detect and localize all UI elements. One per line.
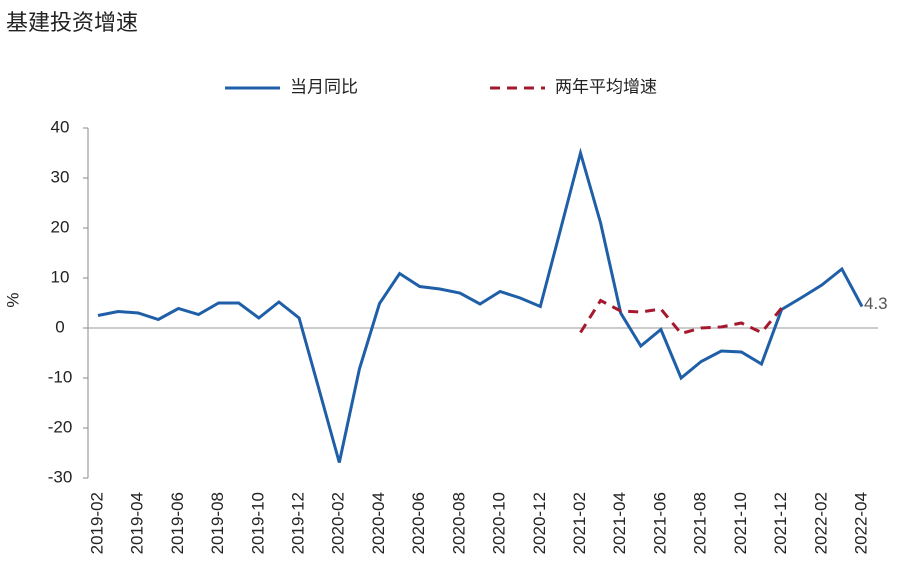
x-tick-label: 2020-04 xyxy=(369,492,388,554)
x-tick-label: 2021-08 xyxy=(691,492,710,554)
chart-title: 基建投资增速 xyxy=(6,11,138,36)
x-tick-label: 2021-10 xyxy=(731,492,750,554)
x-tick-label: 2021-04 xyxy=(610,492,629,554)
y-tick-label: 0 xyxy=(55,317,64,336)
x-tick-label: 2019-10 xyxy=(248,492,267,554)
x-tick-label: 2022-04 xyxy=(851,492,870,554)
y-tick-label: -10 xyxy=(48,367,73,386)
x-tick-label: 2022-02 xyxy=(811,492,830,554)
x-tick-label: 2020-10 xyxy=(490,492,509,554)
y-tick-label: -30 xyxy=(48,467,73,486)
x-tick-label: 2019-06 xyxy=(168,492,187,554)
y-tick-label: 20 xyxy=(51,217,70,236)
x-tick-label: 2021-06 xyxy=(650,492,669,554)
series-line xyxy=(97,147,864,463)
x-tick-label: 2019-08 xyxy=(208,492,227,554)
x-tick-label: 2020-08 xyxy=(449,492,468,554)
legend-label: 两年平均增速 xyxy=(555,77,657,96)
y-tick-label: 30 xyxy=(51,167,70,186)
data-label: 4.3 xyxy=(864,294,888,313)
y-tick-label: 10 xyxy=(51,267,70,286)
x-tick-label: 2019-04 xyxy=(128,492,147,554)
x-tick-label: 2021-12 xyxy=(771,492,790,554)
x-tick-label: 2019-12 xyxy=(289,492,308,554)
x-tick-label: 2020-02 xyxy=(329,492,348,554)
y-tick-label: 40 xyxy=(51,117,70,136)
y-tick-label: -20 xyxy=(48,417,73,436)
legend-label: 当月同比 xyxy=(290,77,358,96)
series-line xyxy=(579,298,783,336)
x-tick-label: 2021-02 xyxy=(570,492,589,554)
x-tick-label: 2019-02 xyxy=(87,492,106,554)
x-tick-label: 2020-06 xyxy=(409,492,428,554)
y-axis-label: % xyxy=(3,292,22,307)
x-tick-label: 2020-12 xyxy=(530,492,549,554)
